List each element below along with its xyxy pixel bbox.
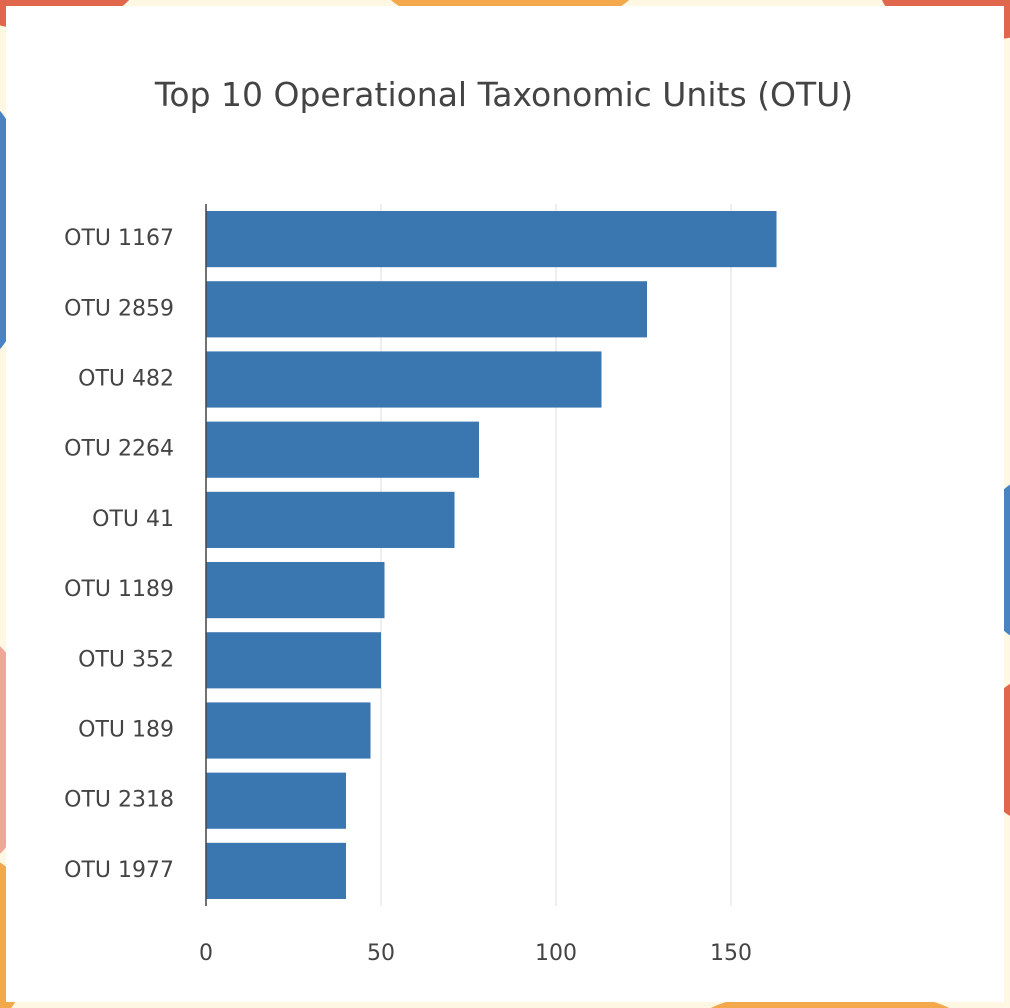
bar (206, 772, 346, 829)
bar (206, 211, 777, 268)
bar (206, 702, 371, 759)
chart-panel: Top 10 Operational Taxonomic Units (OTU)… (6, 6, 1004, 1002)
category-label: OTU 1167 (64, 226, 174, 251)
chart-title: Top 10 Operational Taxonomic Units (OTU) (154, 75, 853, 114)
x-tick-label: 50 (367, 941, 395, 966)
bar (206, 842, 346, 899)
bar (206, 281, 647, 338)
category-label: OTU 189 (78, 718, 174, 743)
x-tick-label: 0 (199, 941, 213, 966)
category-label: OTU 352 (78, 647, 174, 672)
x-tick-label: 100 (535, 941, 577, 966)
category-label: OTU 1977 (64, 858, 174, 883)
bar (206, 562, 385, 619)
bar (206, 421, 479, 478)
category-label: OTU 2859 (64, 296, 174, 321)
bar-chart: Top 10 Operational Taxonomic Units (OTU)… (64, 75, 853, 966)
bar (206, 351, 602, 408)
category-label: OTU 1189 (64, 577, 174, 602)
category-label: OTU 2318 (64, 788, 174, 813)
x-tick-labels: 0 50 100 150 (199, 941, 752, 966)
bar (206, 491, 455, 548)
bars (206, 211, 777, 899)
category-label: OTU 41 (92, 507, 174, 532)
x-tick-label: 150 (710, 941, 752, 966)
category-labels: OTU 1167 OTU 2859 OTU 482 OTU 2264 OTU 41 OTU… (64, 226, 174, 883)
bar (206, 632, 381, 689)
category-label: OTU 2264 (64, 437, 174, 462)
category-label: OTU 482 (78, 367, 174, 392)
